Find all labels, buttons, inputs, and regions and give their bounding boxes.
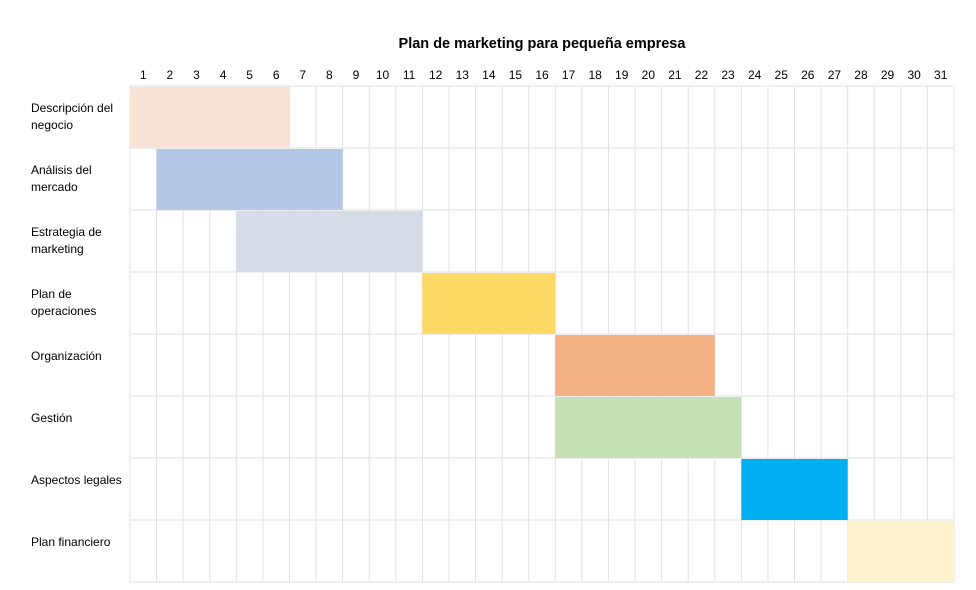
day-label-27: 27 — [828, 68, 842, 82]
day-label-2: 2 — [167, 68, 174, 82]
day-label-18: 18 — [588, 68, 602, 82]
day-label-29: 29 — [881, 68, 895, 82]
day-label-21: 21 — [668, 68, 682, 82]
day-label-12: 12 — [429, 68, 443, 82]
task-label: Plan financiero — [31, 535, 111, 549]
task-label: Organización — [31, 349, 102, 363]
task-bar — [130, 87, 290, 148]
task-bar — [555, 397, 742, 458]
day-label-25: 25 — [775, 68, 789, 82]
day-label-16: 16 — [535, 68, 549, 82]
day-label-8: 8 — [326, 68, 333, 82]
day-label-17: 17 — [562, 68, 576, 82]
task-bar — [847, 521, 954, 582]
day-label-30: 30 — [907, 68, 921, 82]
day-label-20: 20 — [642, 68, 656, 82]
task-label: Análisis del mercado — [31, 163, 92, 194]
day-label-26: 26 — [801, 68, 815, 82]
task-bar — [236, 211, 423, 272]
day-label-22: 22 — [695, 68, 709, 82]
day-label-24: 24 — [748, 68, 762, 82]
task-bar — [422, 273, 556, 334]
day-label-10: 10 — [376, 68, 390, 82]
day-label-28: 28 — [854, 68, 868, 82]
chart-title: Plan de marketing para pequeña empresa — [398, 36, 686, 52]
day-label-6: 6 — [273, 68, 280, 82]
day-label-23: 23 — [721, 68, 735, 82]
task-bar — [555, 335, 715, 396]
task-bar — [741, 459, 848, 520]
day-label-7: 7 — [299, 68, 306, 82]
task-label: Aspectos legales — [31, 473, 122, 487]
task-label: Estrategia de marketing — [31, 225, 102, 256]
day-label-1: 1 — [140, 68, 147, 82]
task-bar — [156, 149, 343, 210]
day-label-11: 11 — [403, 68, 416, 82]
task-label: Gestión — [31, 411, 73, 425]
day-label-5: 5 — [246, 68, 253, 82]
day-label-15: 15 — [509, 68, 523, 82]
day-label-14: 14 — [482, 68, 496, 82]
task-label: Plan de operaciones — [31, 287, 97, 318]
task-label: Descripción del negocio — [31, 101, 114, 132]
day-label-9: 9 — [353, 68, 360, 82]
day-label-31: 31 — [934, 68, 948, 82]
day-label-4: 4 — [220, 68, 227, 82]
day-label-13: 13 — [456, 68, 470, 82]
day-label-19: 19 — [615, 68, 629, 82]
day-label-3: 3 — [193, 68, 200, 82]
